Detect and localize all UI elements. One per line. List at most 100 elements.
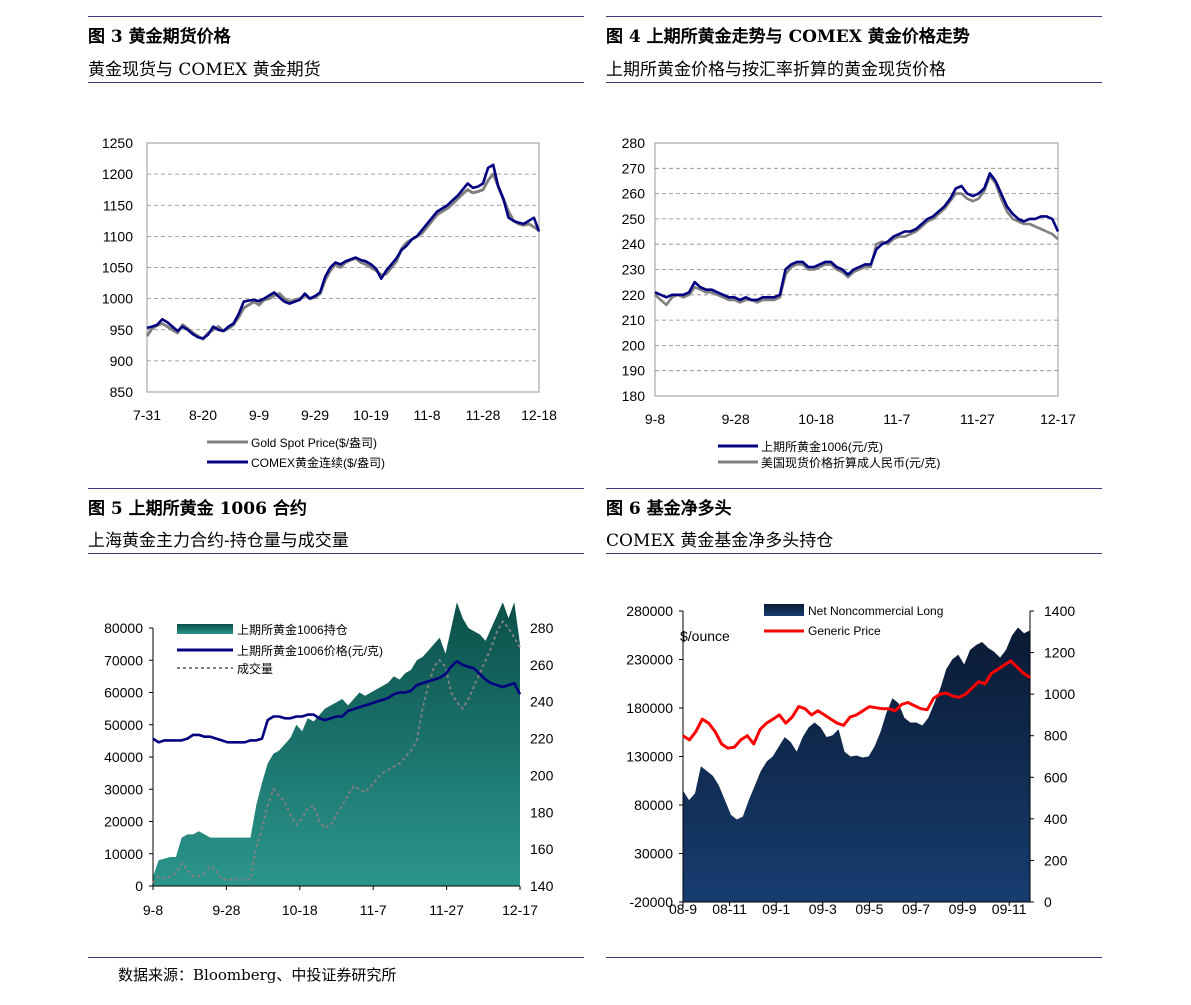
- chart-2-x-tick-label: 9-28: [722, 411, 750, 427]
- chart-4-price-line: [682, 659, 1031, 750]
- chart-1-series-line: [146, 163, 541, 340]
- chart-2-series-line: [654, 174, 1059, 307]
- top-rule-left: [88, 16, 584, 17]
- chart-3-x-tick-label: 11-27: [429, 902, 464, 918]
- chart-1-y-tick-label: 1100: [103, 228, 133, 244]
- chart-2-y-tick-label: 260: [622, 186, 646, 202]
- chart-4-x-tick-label: 08-9: [669, 901, 697, 917]
- chart-1-y-tick-label: 1150: [103, 197, 133, 213]
- chart-3-y-right-tick-label: 200: [530, 767, 554, 783]
- chart-2-series-line: [654, 172, 1060, 302]
- chart-2-y-tick-label: 230: [622, 262, 646, 278]
- chart-2-x-tick-label: 9-8: [645, 411, 665, 427]
- figure-6-subtitle: COMEX 黄金基金净多头持仓: [606, 531, 834, 551]
- chart-3-open-interest-area: [153, 602, 520, 886]
- chart-3-y-left-tick-label: 40000: [104, 749, 143, 765]
- chart-3-y-right-tick-label: 140: [530, 878, 554, 894]
- chart-4-x-tick-label: 09-7: [902, 901, 930, 917]
- chart-4-legend-label: Generic Price: [808, 624, 881, 638]
- chart-3-legend-swatch: [177, 624, 233, 634]
- chart-4: 280000 230000 180000 130000 80000 30000 -20000…: [626, 603, 1075, 917]
- mid-rule-left: [88, 488, 584, 489]
- chart-2-y-tick-label: 270: [622, 160, 646, 176]
- chart-4-y-right-tick-label: 200: [1044, 852, 1068, 868]
- chart-3-x-tick-label: 10-18: [282, 902, 318, 918]
- bottom-rule-left: [88, 957, 584, 958]
- chart-3-y-left-tick-label: 10000: [104, 846, 143, 862]
- chart-2-y-tick-label: 280: [622, 135, 646, 151]
- chart-3-y-right-tick-label: 260: [530, 657, 554, 673]
- chart-1-y-tick-label: 1200: [102, 166, 133, 182]
- chart-1-series-line: [145, 172, 540, 341]
- bottom-rule-right: [606, 957, 1102, 958]
- figure-4-title: 图 4 上期所黄金走势与 COMEX 黄金价格走势: [606, 27, 970, 47]
- chart-3-legend-label: 上期所黄金1006价格(元/克): [237, 643, 383, 658]
- chart-2-y-tick-label: 180: [622, 388, 646, 404]
- chart-2-x-tick-label: 11-7: [883, 411, 910, 427]
- chart-3-y-left-tick-label: 0: [135, 878, 143, 894]
- figure-4-subtitle: 上期所黄金价格与按汇率折算的黄金现货价格: [606, 60, 946, 80]
- chart-4-y-left-tick-label: 230000: [626, 652, 673, 668]
- chart-3-y-right-tick-label: 180: [530, 804, 554, 820]
- chart-1-legend-label: Gold Spot Price($/盎司): [251, 436, 377, 450]
- chart-1-x-tick-label: 11-28: [466, 407, 501, 423]
- chart-4-net-long-area: [683, 627, 1030, 902]
- chart-2-legend-label: 美国现货价格折算成人民币(元/克): [761, 455, 940, 470]
- chart-1-x-tick-label: 10-19: [353, 407, 389, 423]
- chart-3-y-right-tick-label: 280: [530, 620, 554, 636]
- chart-1-legend-label: COMEX黄金连续($/盎司): [251, 455, 385, 470]
- chart-4-x-tick-label: 09-9: [949, 901, 977, 917]
- chart-4-y-right-tick-label: 800: [1044, 728, 1068, 744]
- chart-1-y-tick-label: 1050: [102, 260, 133, 276]
- chart-1-y-tick-label: 900: [110, 353, 134, 369]
- chart-2-y-tick-label: 190: [622, 363, 646, 379]
- chart-2-y-tick-label: 200: [622, 337, 646, 353]
- chart-4-y-right-tick-label: 400: [1044, 811, 1068, 827]
- chart-3-y-left-tick-label: 20000: [104, 814, 143, 830]
- chart-4-y-right-tick-label: 1200: [1044, 645, 1075, 661]
- chart-4-y-right-tick-label: 600: [1044, 769, 1068, 785]
- chart-1-x-tick-label: 9-9: [249, 407, 269, 423]
- chart-4-legend-swatch: [764, 604, 804, 616]
- chart-3-x-tick-label: 9-8: [143, 902, 163, 918]
- chart-4-y-right-tick-label: 1400: [1044, 603, 1075, 619]
- figure-4-subtitle-rule: [606, 82, 1102, 83]
- figure-5-title: 图 5 上期所黄金 1006 合约: [88, 499, 307, 519]
- chart-4-x-tick-label: 08-11: [712, 901, 747, 917]
- chart-3-x-tick-label: 12-17: [502, 902, 538, 918]
- source-note: 数据来源：Bloomberg、中投证券研究所: [118, 966, 397, 984]
- chart-3: 80000 70000 60000 50000 40000 30000 20000 10000…: [104, 602, 554, 918]
- chart-2-x-tick-label: 10-18: [798, 411, 834, 427]
- chart-1-y-tick-label: 950: [110, 322, 134, 338]
- chart-3-legend-label: 成交量: [237, 661, 273, 676]
- figure-5-subtitle: 上海黄金主力合约-持仓量与成交量: [88, 531, 349, 551]
- chart-1-x-tick-label: 11-8: [414, 407, 441, 423]
- figure-3-title: 图 3 黄金期货价格: [88, 27, 231, 47]
- top-rule-right: [606, 16, 1102, 17]
- chart-1-y-tick-label: 1250: [102, 135, 133, 151]
- chart-2-x-tick-label: 12-17: [1040, 411, 1076, 427]
- chart-4-y-left-tick-label: -20000: [629, 894, 673, 910]
- figure-3-subtitle: 黄金现货与 COMEX 黄金期货: [88, 60, 321, 80]
- chart-3-y-left-tick-label: 70000: [104, 652, 143, 668]
- chart-3-y-right-tick-label: 160: [530, 841, 554, 857]
- chart-3-legend-label: 上期所黄金1006持仓: [237, 622, 348, 637]
- chart-4-y-left-tick-label: 280000: [626, 603, 673, 619]
- chart-4-x-tick-label: 09-3: [809, 901, 837, 917]
- chart-1-x-tick-label: 9-29: [301, 407, 329, 423]
- figure-3-subtitle-rule: [88, 82, 584, 83]
- mid-rule-right: [606, 488, 1102, 489]
- chart-1-y-tick-label: 850: [110, 384, 134, 400]
- chart-4-x-tick-label: 09-1: [762, 901, 790, 917]
- chart-3-y-left-tick-label: 50000: [104, 717, 143, 733]
- chart-4-y-left-tick-label: 80000: [634, 797, 673, 813]
- chart-2-x-tick-label: 11-27: [960, 411, 995, 427]
- chart-2-y-tick-label: 250: [622, 211, 646, 227]
- chart-2-y-tick-label: 240: [622, 236, 646, 252]
- chart-4-legend-label: Net Noncommercial Long: [808, 604, 943, 618]
- chart-2-y-tick-label: 220: [622, 287, 646, 303]
- chart-4-y-right-tick-label: 0: [1044, 894, 1052, 910]
- chart-2-legend-label: 上期所黄金1006(元/克): [761, 439, 883, 454]
- chart-3-y-left-tick-label: 60000: [104, 685, 143, 701]
